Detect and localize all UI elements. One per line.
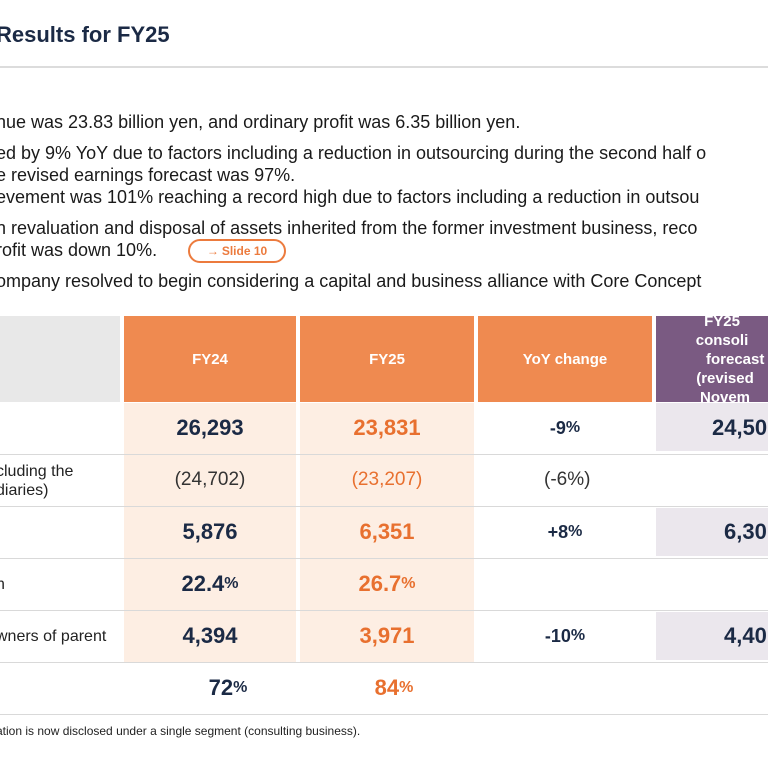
row4-fy24: 22.4% (124, 559, 296, 609)
row5-fy25: 3,971 (359, 623, 415, 648)
row5-yoy: -10% (478, 611, 652, 661)
row1-fy24: 26,293 (176, 415, 244, 440)
row3-fy25: 6,351 (359, 519, 415, 544)
bullet-revenue: nue was 23.83 billion yen, and ordinary … (0, 112, 521, 132)
percent-unit: % (568, 523, 583, 540)
forecast-cell-shade (656, 508, 768, 556)
header-fy25-forecast: FY25 consoli forecast (revised Novem (656, 313, 768, 406)
forecast-header-line1: FY25 consoli (695, 312, 749, 349)
row4-fy25: 26.7% (300, 559, 474, 609)
row6-fy24: 72% (124, 663, 296, 713)
header-yoy-change: YoY change (478, 316, 652, 402)
percent-unit: % (570, 627, 586, 644)
row-divider (0, 714, 768, 715)
row-divider (0, 506, 768, 507)
bullet-profit-down: rofit was down 10%. (0, 240, 158, 260)
title-divider (0, 66, 768, 68)
row5-forecast: 4,40 (724, 623, 767, 648)
bullet-revaluation: n revaluation and disposal of assets inh… (0, 218, 698, 238)
percent-unit: % (224, 575, 239, 592)
percent-unit: % (565, 419, 581, 436)
forecast-cell-shade (656, 612, 768, 660)
percent-unit: % (401, 575, 416, 592)
fy25-last-row-bg (300, 663, 474, 713)
row3-fy24: 5,876 (182, 519, 238, 544)
row2-label-line2: diaries) (0, 482, 49, 499)
bullet-forecast: e revised earnings forecast was 97%. (0, 165, 296, 185)
row3-yoy-value: +8 (547, 521, 569, 542)
row4-fy24-value: 22.4 (181, 571, 225, 596)
forecast-header-line2: forecast (706, 350, 765, 368)
row6-fy25: 84% (300, 663, 474, 713)
row-divider (0, 610, 768, 611)
row5-label: wners of parent (0, 628, 107, 645)
slide-10-link[interactable]: → Slide 10 (188, 239, 286, 263)
row3-yoy: +8% (478, 507, 652, 557)
row1-yoy: -9% (478, 403, 652, 453)
row1-fy25: 23,831 (353, 415, 421, 440)
slide-link-label: Slide 10 (221, 244, 268, 258)
header-fy25: FY25 (300, 316, 474, 402)
row6-fy24-value: 72 (208, 675, 234, 700)
forecast-header-line3: (revised Novem (696, 369, 754, 406)
table-corner-cell (0, 316, 120, 402)
percent-unit: % (233, 679, 248, 696)
row5-fy24: 4,394 (182, 623, 238, 648)
arrow-right-icon: → (206, 244, 219, 258)
bullet-alliance: ompany resolved to begin considering a c… (0, 271, 702, 291)
row3-forecast: 6,30 (724, 519, 767, 544)
row4-fy25-value: 26.7 (358, 571, 402, 596)
row4-label: n (0, 576, 5, 593)
row1-yoy-value: -9 (549, 417, 566, 438)
fy24-last-row-bg (124, 663, 296, 713)
page-title: Results for FY25 (0, 22, 170, 47)
row2-fy25: (23,207) (351, 469, 423, 490)
row-divider (0, 558, 768, 559)
row1-forecast: 24,50 (712, 415, 768, 440)
row2-label-line1: cluding the (0, 463, 74, 480)
row-divider (0, 454, 768, 455)
row2-fy24: (24,702) (174, 469, 246, 490)
row6-fy25-value: 84 (374, 675, 400, 700)
bullet-decline: ed by 9% YoY due to factors including a … (0, 143, 707, 163)
row5-yoy-value: -10 (544, 625, 571, 646)
row2-yoy: (-6%) (544, 469, 591, 490)
percent-unit: % (399, 679, 414, 696)
row-divider (0, 662, 768, 663)
forecast-cell-shade (656, 403, 768, 451)
header-fy24: FY24 (124, 316, 296, 402)
footnote: ation is now disclosed under a single se… (0, 724, 361, 738)
bullet-achievement: evement was 101% reaching a record high … (0, 187, 700, 207)
